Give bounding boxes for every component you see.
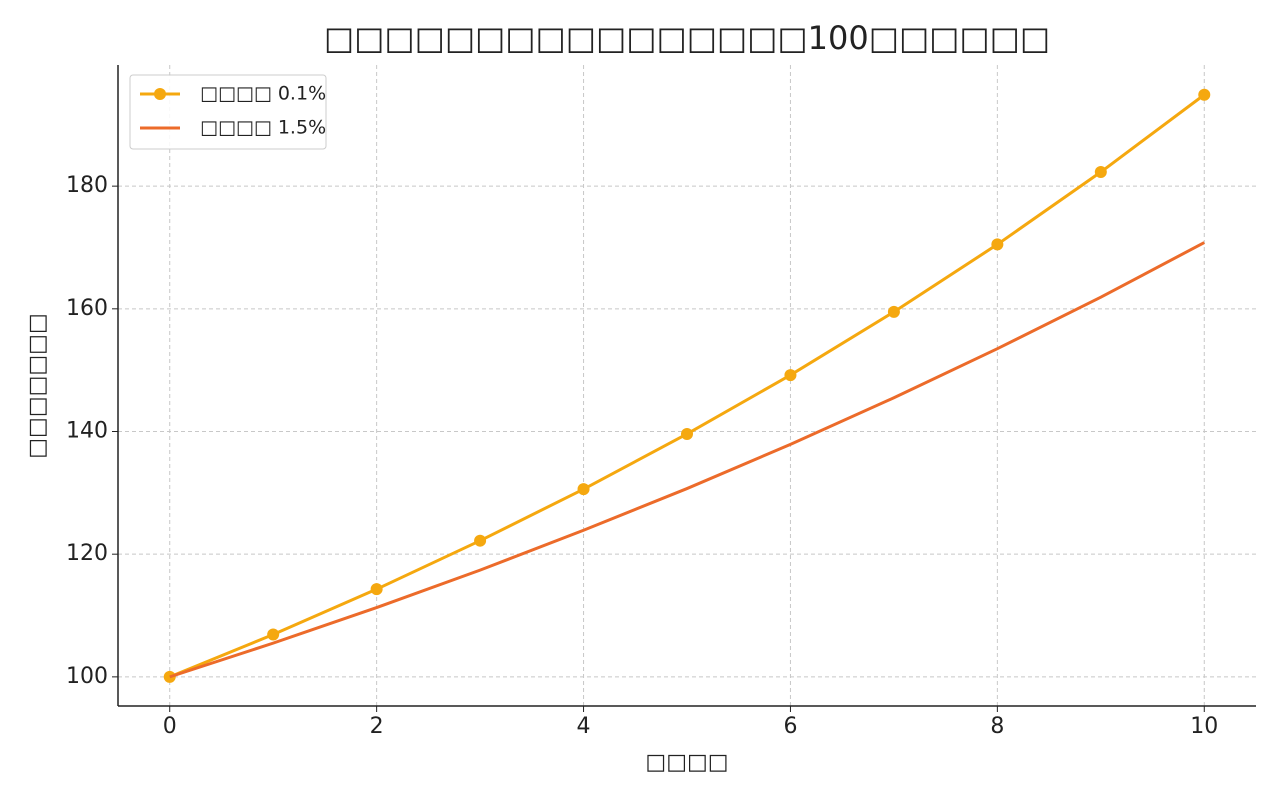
y-tick-label: 120	[66, 541, 108, 566]
series-line	[169, 241, 1205, 679]
x-tick-label: 2	[370, 714, 384, 739]
x-axis-label: □□□□	[645, 750, 728, 775]
data-point	[1094, 166, 1107, 179]
legend-label: □□□□ 0.1%	[200, 83, 326, 105]
data-point	[370, 583, 383, 596]
data-point	[991, 238, 1004, 251]
data-point	[887, 305, 900, 318]
y-tick-label: 100	[66, 664, 108, 689]
y-axis-label: □□□□□□□	[25, 313, 50, 459]
y-tick-label: 160	[66, 296, 108, 321]
data-point	[1198, 88, 1211, 101]
y-tick-label: 140	[66, 419, 108, 444]
data-point	[577, 483, 590, 496]
legend-marker	[154, 88, 166, 100]
legend: □□□□ 0.1% □□□□ 1.5%	[129, 74, 327, 150]
series-line	[169, 93, 1206, 679]
data-point	[267, 628, 280, 641]
x-tick-label: 6	[783, 714, 797, 739]
data-point	[784, 369, 797, 382]
y-tick-label: 180	[66, 173, 108, 198]
legend-label: □□□□ 1.5%	[200, 117, 326, 139]
chart-title: □□□□□□□□□□□□□□□□100□□□□□□	[324, 19, 1050, 57]
data-point	[681, 427, 693, 440]
x-tick-label: 10	[1190, 714, 1218, 739]
x-tick-label: 4	[577, 714, 591, 739]
x-tick-label: 8	[990, 714, 1004, 739]
data-point	[474, 534, 487, 547]
x-tick-label: 0	[163, 714, 177, 739]
